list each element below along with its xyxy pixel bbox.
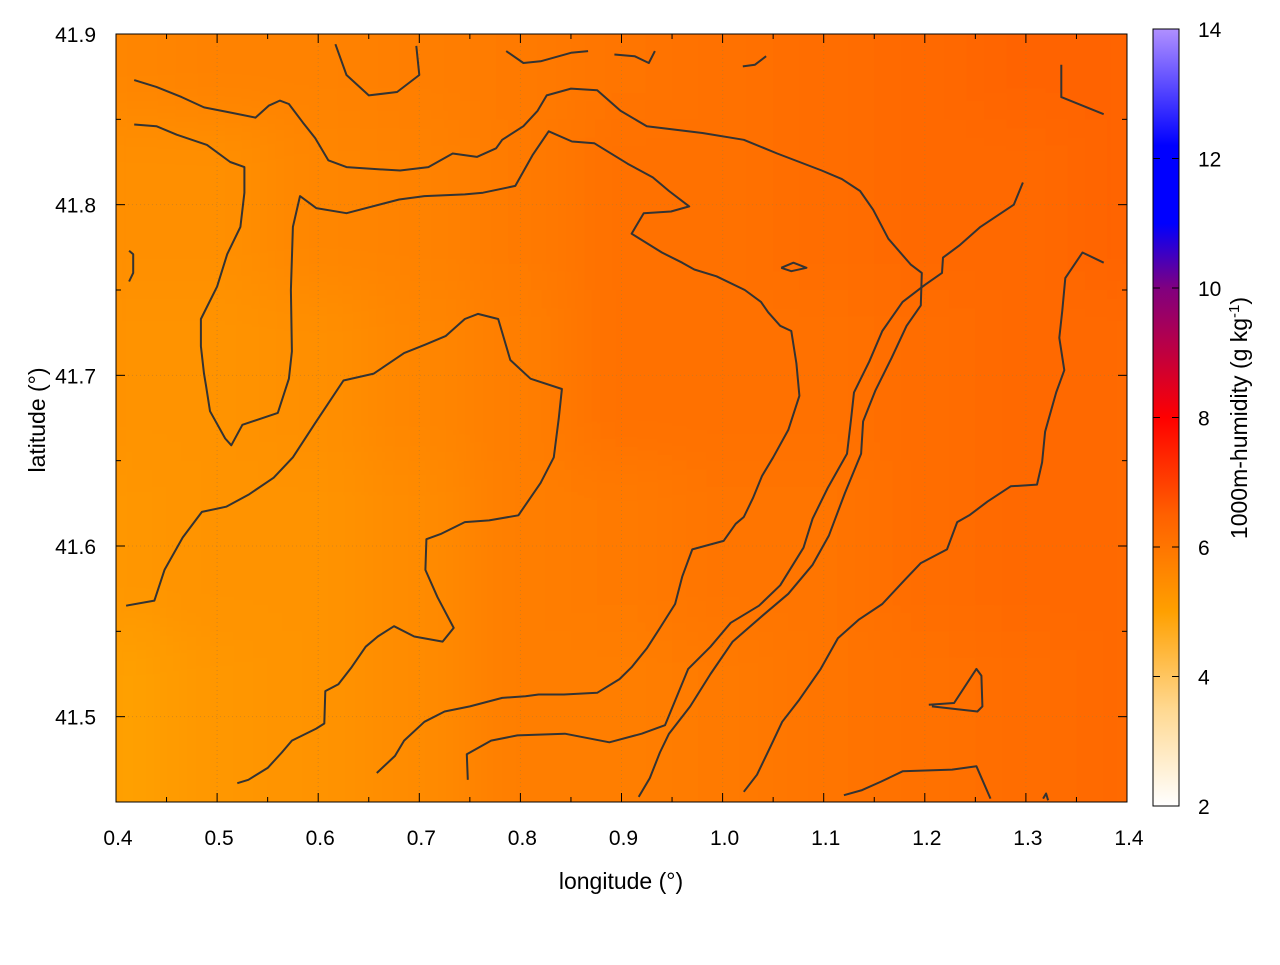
field-cell: [773, 34, 876, 121]
colorbar-tick-label: 10: [1198, 278, 1221, 301]
y-tick-label: 41.7: [55, 365, 96, 388]
y-tick-label: 41.6: [55, 536, 96, 559]
x-tick-label: 0.9: [609, 827, 638, 850]
x-tick-label: 0.6: [306, 827, 335, 850]
contour-line: [334, 43, 421, 97]
field-cell: [1076, 631, 1127, 761]
contour-line: [1042, 792, 1050, 801]
colorbar-tick-label: 14: [1198, 19, 1222, 42]
x-tick-label: 0.7: [407, 827, 436, 850]
contour-line: [928, 667, 984, 713]
x-tick-label: 1.3: [1013, 827, 1042, 850]
field-cell: [116, 759, 168, 802]
y-tick-label: 41.8: [55, 195, 96, 218]
x-tick-label: 1.1: [811, 827, 840, 850]
y-tick-label: 41.9: [55, 24, 96, 47]
field-cell: [116, 34, 168, 121]
colorbar-tick-label: 8: [1198, 408, 1210, 431]
contour-line: [743, 251, 1105, 793]
contour-line: [742, 55, 767, 68]
y-axis-label: latitude (°): [24, 367, 50, 472]
field-cell: [672, 34, 775, 121]
field-cell: [570, 290, 674, 462]
field-cell: [874, 119, 977, 291]
colorbar-ticks: 2 4 6 8 10 12 14: [1153, 19, 1222, 819]
x-tick-label: 0.4: [103, 827, 133, 850]
colorbar-label-superscript: -1: [1226, 305, 1243, 318]
field-cell: [570, 119, 674, 291]
field-cell: [975, 119, 1078, 291]
y-tick-label: 41.5: [55, 707, 96, 730]
x-axis-label: longitude (°): [559, 868, 683, 894]
field-cell: [116, 631, 168, 761]
colorbar-label-end: ): [1226, 297, 1252, 305]
field-cell: [874, 290, 977, 462]
field-cell: [267, 290, 370, 462]
colorbar-tick-label: 12: [1198, 149, 1221, 172]
field-cell: [166, 290, 269, 462]
tick-labels: 0.4 0.5 0.6 0.7 0.8 0.9 1.0 1.1 1.2 1.3 1.4 41.5 41.…: [55, 24, 1144, 850]
colorbar-tick-label: 2: [1198, 796, 1210, 819]
field-cell: [166, 34, 269, 121]
field-cell: [570, 34, 674, 121]
contour-line: [843, 765, 992, 799]
contour-line: [128, 249, 135, 282]
contour-line: [465, 182, 1024, 780]
field-cell: [368, 34, 471, 121]
x-tick-label: 1.0: [710, 827, 739, 850]
contour-line: [505, 50, 589, 64]
x-tick-label: 0.8: [508, 827, 537, 850]
contour-line: [134, 123, 801, 774]
x-tick-label: 1.2: [912, 827, 941, 850]
field-cell: [672, 290, 775, 462]
contour-line: [780, 261, 808, 273]
field-cell: [166, 119, 269, 291]
field-cell: [1076, 759, 1127, 802]
field-cell: [469, 34, 572, 121]
colorbar-tick-label: 6: [1198, 537, 1210, 560]
x-tick-label: 1.4: [1114, 827, 1144, 850]
contour-line: [133, 79, 923, 798]
colorbar-label-main: 1000m-humidity (g kg: [1226, 318, 1252, 539]
colorbar-tick-label: 4: [1198, 667, 1210, 690]
contour-lines: [125, 43, 1105, 801]
contour-line: [125, 312, 563, 785]
x-tick-label: 0.5: [204, 827, 233, 850]
contour-line: [614, 50, 656, 64]
colorbar-label: 1000m-humidity (g kg-1): [1226, 297, 1253, 539]
field-cell: [874, 34, 977, 121]
axis-ticks: [115, 33, 1128, 802]
contour-line: [1060, 64, 1105, 116]
field-cell: [267, 34, 370, 121]
